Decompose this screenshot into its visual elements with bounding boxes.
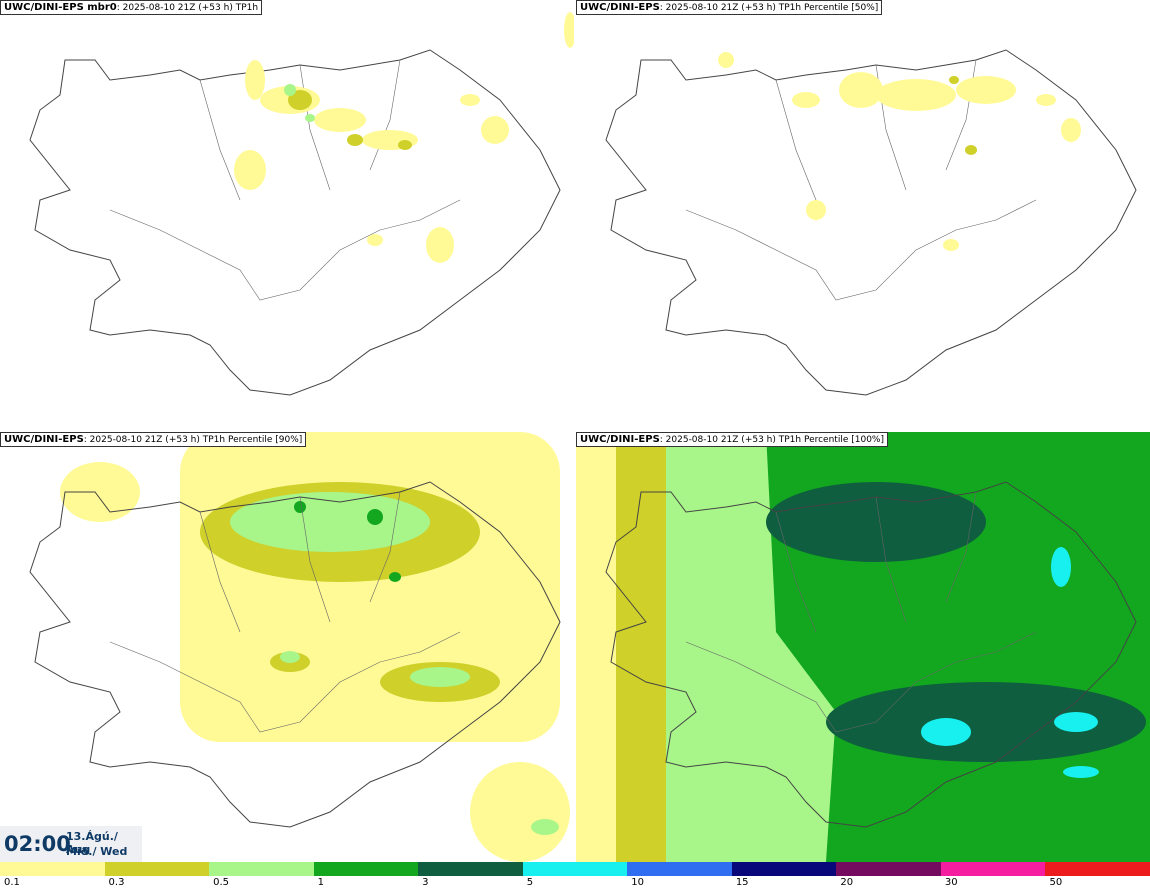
legend-labels: 0.1 0.3 0.5 1 3 5 10 15 20 30 50 <box>0 877 1150 891</box>
valid-weekday: Mið./ Wed <box>66 845 128 858</box>
valid-time-hour: 02:00 <box>4 832 71 856</box>
legend-label: 20 <box>840 877 854 888</box>
precip-contours <box>234 12 574 263</box>
legend-swatch <box>731 862 837 876</box>
legend-swatch <box>522 862 628 876</box>
legend-label: 5 <box>526 877 534 888</box>
panel-title: UWC/DINI-EPS: 2025-08-10 21Z (+53 h) TP1… <box>0 432 307 447</box>
legend-label: 0.5 <box>213 877 229 888</box>
legend-swatch <box>313 862 419 876</box>
map-panel-member0: UWC/DINI-EPS mbr0: 2025-08-10 21Z (+53 h… <box>0 0 574 430</box>
valid-time-box: 02:00 13.Ágú./ Aug Mið./ Wed <box>0 826 142 862</box>
map-canvas <box>29 432 570 862</box>
map-panel-p90: UWC/DINI-EPS: 2025-08-10 21Z (+53 h) TP1… <box>0 432 574 862</box>
legend-label: 3 <box>422 877 429 888</box>
legend-swatch <box>940 862 1046 876</box>
color-legend <box>0 862 1150 876</box>
map-panel-p100: UWC/DINI-EPS: 2025-08-10 21Z (+53 h) TP1… <box>576 432 1150 862</box>
panel-title: UWC/DINI-EPS mbr0: 2025-08-10 21Z (+53 h… <box>0 0 263 15</box>
precip-contours <box>718 52 1081 251</box>
valid-date: 13.Ágú./ Aug <box>66 830 118 856</box>
legend-label: 0.1 <box>4 877 20 888</box>
panel-title: UWC/DINI-EPS: 2025-08-10 21Z (+53 h) TP1… <box>576 432 888 447</box>
legend-swatch <box>0 862 105 876</box>
legend-label: 50 <box>1049 877 1063 888</box>
legend-swatch <box>418 862 523 876</box>
map-canvas <box>29 12 574 396</box>
map-canvas <box>576 432 1150 862</box>
legend-swatch <box>627 862 732 876</box>
legend-label: 15 <box>735 877 749 888</box>
legend-label: 30 <box>944 877 958 888</box>
legend-swatch <box>1045 862 1150 876</box>
legend-swatch <box>209 862 314 876</box>
panel-title: UWC/DINI-EPS: 2025-08-10 21Z (+53 h) TP1… <box>576 0 883 15</box>
map-canvas <box>605 49 1137 396</box>
legend-label: 1 <box>317 877 324 888</box>
map-panel-p50: UWC/DINI-EPS: 2025-08-10 21Z (+53 h) TP1… <box>576 0 1150 430</box>
legend-label: 10 <box>631 877 644 888</box>
legend-swatch <box>836 862 941 876</box>
legend-swatch <box>104 862 210 876</box>
legend-label: 0.3 <box>108 877 125 888</box>
